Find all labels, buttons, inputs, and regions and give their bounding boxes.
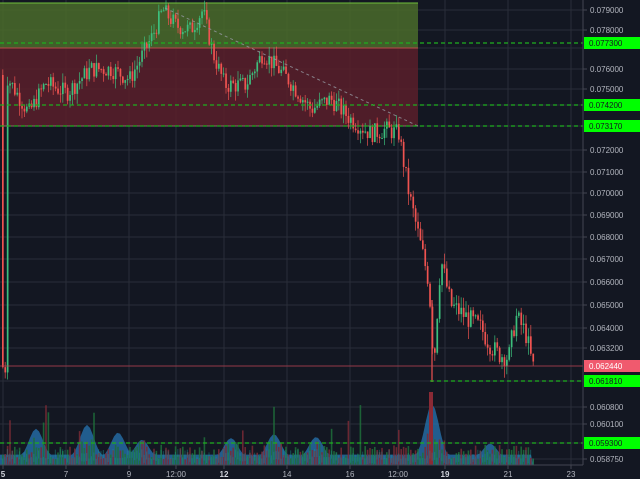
price-tick-label: 0.072000: [590, 146, 624, 155]
price-tick-label: 0.060800: [590, 403, 624, 412]
svg-text:0.073170: 0.073170: [589, 122, 623, 131]
time-tick-label: 7: [64, 470, 69, 479]
time-tick-label: 19: [441, 470, 450, 479]
time-axis-ticks: 5 7 9 12:00 12 14 16 12:00 19 21 23: [1, 465, 576, 479]
svg-text:0.062440: 0.062440: [589, 362, 623, 371]
time-tick-label: 9: [127, 470, 132, 479]
time-tick-label: 23: [567, 470, 576, 479]
candlestick-series: [2, 0, 535, 382]
price-tick-label: 0.068000: [590, 233, 624, 242]
time-tick-label: 12:00: [166, 470, 187, 479]
level-price-tag: [584, 37, 640, 49]
time-tick-label: 21: [504, 470, 513, 479]
time-tick-label: 5: [1, 470, 6, 479]
time-tick-label: 14: [283, 470, 292, 479]
price-tick-label: 0.078000: [590, 26, 624, 35]
level-price-tag: [584, 437, 640, 449]
price-tick-label: 0.058750: [590, 455, 624, 464]
horizontal-levels[interactable]: [0, 42, 583, 444]
price-tick-label: 0.071000: [590, 168, 624, 177]
price-axis-ticks: 0.079000 0.078000 0.076000 0.075000 0.072000…: [583, 6, 624, 464]
last-price-tag: [584, 360, 640, 372]
svg-text:0.077300: 0.077300: [589, 39, 623, 48]
level-price-tag: [584, 99, 640, 111]
price-tick-label: 0.075000: [590, 85, 624, 94]
price-tick-label: 0.066000: [590, 278, 624, 287]
price-tick-label: 0.067000: [590, 255, 624, 264]
price-tick-label: 0.079000: [590, 6, 624, 15]
price-axis[interactable]: [582, 0, 640, 465]
level-price-tag: [584, 375, 640, 387]
svg-text:0.061810: 0.061810: [589, 377, 623, 386]
time-tick-label: 16: [346, 470, 355, 479]
price-tick-label: 0.064000: [590, 324, 624, 333]
price-tick-label: 0.065000: [590, 301, 624, 310]
svg-text:0.074200: 0.074200: [589, 101, 623, 110]
trendline[interactable]: [164, 7, 419, 127]
time-axis[interactable]: [0, 464, 583, 479]
price-tick-label: 0.076000: [590, 65, 624, 74]
price-axis-tags: 0.077300 0.074200 0.073170 0.062440 0.061810…: [584, 37, 640, 449]
time-tick-label: 12:00: [388, 470, 409, 479]
price-tick-label: 0.063200: [590, 344, 624, 353]
price-tick-label: 0.069000: [590, 211, 624, 220]
price-tick-label: 0.070000: [590, 189, 624, 198]
svg-text:0.059300: 0.059300: [589, 439, 623, 448]
time-tick-label: 12: [220, 470, 229, 479]
volume-pane: [0, 392, 534, 467]
price-tick-label: 0.060100: [590, 420, 624, 429]
level-price-tag: [584, 120, 640, 132]
